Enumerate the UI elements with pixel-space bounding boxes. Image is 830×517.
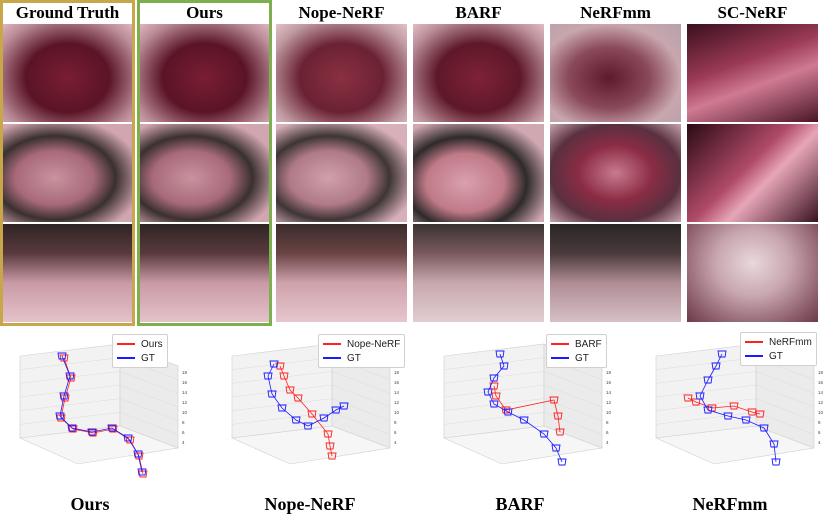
legend-label-method: NeRFmm — [769, 336, 812, 348]
image-barf-row3 — [413, 224, 544, 322]
column-header-barf: BARF — [455, 3, 502, 22]
svg-text:16: 16 — [606, 380, 612, 385]
caption-barf: BARF — [495, 494, 545, 514]
image-nerfmm-row3 — [550, 224, 681, 322]
image-ground-truth-row3 — [2, 224, 133, 322]
svg-text:14: 14 — [182, 390, 188, 395]
image-nope-nerf-row2 — [276, 124, 407, 222]
svg-text:10: 10 — [606, 410, 612, 415]
svg-text:16: 16 — [394, 380, 400, 385]
legend-ours: Ours GT — [112, 334, 168, 368]
legend-barf: BARF GT — [546, 334, 607, 368]
column-header-sc-nerf: SC-NeRF — [717, 3, 788, 22]
svg-text:10: 10 — [394, 410, 400, 415]
image-ours-row1 — [139, 24, 270, 122]
svg-text:16: 16 — [818, 380, 824, 385]
image-nerfmm-row1 — [550, 24, 681, 122]
svg-text:18: 18 — [394, 370, 400, 375]
image-nerfmm-row2 — [550, 124, 681, 222]
svg-text:4: 4 — [182, 440, 185, 445]
caption-nope-nerf: Nope-NeRF — [264, 494, 356, 514]
svg-text:4: 4 — [394, 440, 397, 445]
svg-text:10: 10 — [818, 410, 824, 415]
svg-text:14: 14 — [818, 390, 824, 395]
trajectory-plot-ours: 18 16 14 12 10 8 6 4 — [18, 343, 188, 478]
image-ground-truth-row1 — [2, 24, 133, 122]
svg-text:8: 8 — [818, 420, 821, 425]
image-ground-truth-row2 — [2, 124, 133, 222]
caption-nerfmm: NeRFmm — [692, 494, 768, 514]
svg-text:4: 4 — [818, 440, 821, 445]
image-ours-row2 — [139, 124, 270, 222]
legend-label-method: BARF — [575, 338, 602, 350]
svg-text:12: 12 — [606, 400, 612, 405]
legend-label-gt: GT — [347, 352, 361, 364]
caption-ours: Ours — [70, 494, 110, 514]
legend-nope-nerf: Nope-NeRF GT — [318, 334, 406, 368]
legend-label-gt: GT — [575, 352, 589, 364]
svg-text:18: 18 — [606, 370, 612, 375]
image-sc-nerf-row3 — [687, 224, 818, 322]
svg-text:18: 18 — [818, 370, 824, 375]
svg-text:10: 10 — [182, 410, 188, 415]
column-header-ground-truth: Ground Truth — [15, 3, 120, 22]
legend-label-method: Nope-NeRF — [347, 338, 401, 350]
svg-text:4: 4 — [606, 440, 609, 445]
trajectory-plot-barf: 18 16 14 12 10 8 6 4 — [442, 343, 612, 466]
image-ours-row3 — [139, 224, 270, 322]
svg-text:12: 12 — [394, 400, 400, 405]
svg-text:6: 6 — [606, 430, 609, 435]
image-barf-row2 — [413, 124, 544, 222]
svg-text:14: 14 — [606, 390, 612, 395]
image-sc-nerf-row1 — [687, 24, 818, 122]
column-header-nope-nerf: Nope-NeRF — [298, 3, 385, 22]
svg-text:8: 8 — [606, 420, 609, 425]
svg-text:6: 6 — [394, 430, 397, 435]
svg-text:12: 12 — [818, 400, 824, 405]
image-sc-nerf-row2 — [687, 124, 818, 222]
column-header-ours: Ours — [186, 3, 223, 22]
legend-nerfmm: NeRFmm GT — [740, 332, 817, 366]
legend-label-gt: GT — [141, 352, 155, 364]
svg-text:12: 12 — [182, 400, 188, 405]
image-nope-nerf-row1 — [276, 24, 407, 122]
svg-text:6: 6 — [818, 430, 821, 435]
legend-label-method: Ours — [141, 338, 163, 350]
column-header-nerfmm: NeRFmm — [580, 3, 651, 22]
legend-label-gt: GT — [769, 350, 783, 362]
svg-text:18: 18 — [182, 370, 188, 375]
svg-text:16: 16 — [182, 380, 188, 385]
svg-text:14: 14 — [394, 390, 400, 395]
image-barf-row1 — [413, 24, 544, 122]
image-nope-nerf-row3 — [276, 224, 407, 322]
svg-text:8: 8 — [182, 420, 185, 425]
svg-text:6: 6 — [182, 430, 185, 435]
svg-text:8: 8 — [394, 420, 397, 425]
trajectory-plot-nerfmm: 18 16 14 12 10 8 6 4 — [654, 343, 824, 466]
trajectory-plot-nope-nerf: 18 16 14 12 10 8 6 4 — [230, 343, 400, 465]
